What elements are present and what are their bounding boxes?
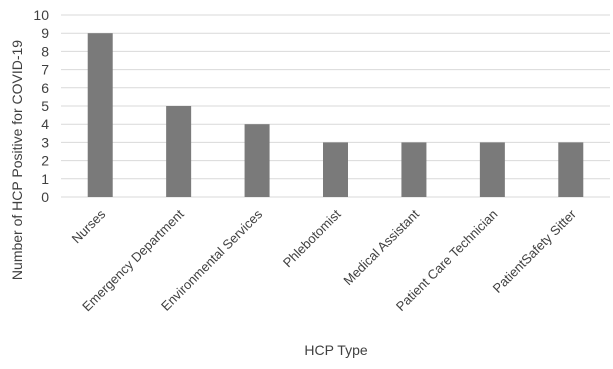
x-tick-label: PatientSafety Sitter [490,206,580,296]
x-tick-label: Nurses [69,206,109,246]
bar-patient-care-technician [479,142,505,197]
x-tick-label: Phlebotomist [280,206,344,270]
y-tick-label: 7 [41,62,49,78]
y-tick-label: 1 [41,171,49,187]
bar-nurses [87,33,113,198]
y-tick-label: 0 [41,189,49,205]
gridlines [61,14,610,198]
bar-emergency-department [166,106,192,197]
bar-patientsafety-sitter [558,142,584,197]
y-axis-ticks: 0 1 2 3 4 5 6 7 8 9 10 [33,7,49,205]
x-axis-label: HCP Type [304,342,368,358]
bars [87,33,584,198]
y-axis-label: Number of HCP Positive for COVID-19 [9,40,25,280]
bar-medical-assistant [401,142,427,197]
y-tick-label: 3 [41,134,49,150]
y-tick-label: 8 [41,43,49,59]
bar-environmental-services [244,124,270,197]
y-tick-label: 2 [41,153,49,169]
y-tick-label: 6 [41,80,49,96]
y-tick-label: 9 [41,25,49,41]
x-tick-label: Medical Assistant [340,206,422,288]
y-tick-label: 10 [33,7,49,23]
bar-phlebotomist [323,142,348,197]
y-tick-label: 4 [41,116,49,132]
y-tick-label: 5 [41,98,49,114]
